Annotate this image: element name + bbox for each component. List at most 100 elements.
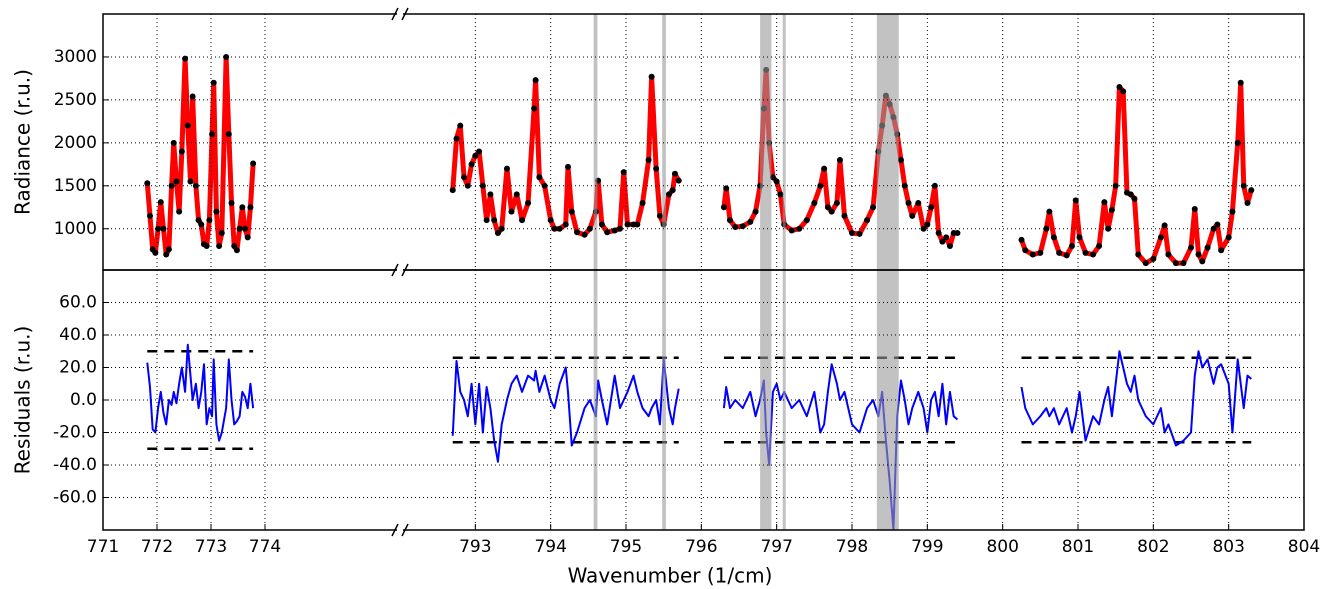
- data-point: [178, 148, 185, 155]
- y2-tick-label: 60.0: [59, 293, 97, 313]
- data-point: [821, 165, 828, 172]
- panel-bottom-data: [146, 343, 1252, 530]
- data-point: [157, 199, 164, 206]
- y-axis-label: Radiance (r.u.): [11, 69, 35, 215]
- data-point: [1029, 251, 1036, 258]
- data-point: [176, 208, 183, 215]
- data-point: [803, 217, 810, 224]
- data-point: [935, 230, 942, 237]
- data-point: [519, 217, 526, 224]
- data-point: [824, 204, 831, 211]
- data-point: [905, 199, 912, 206]
- data-point: [1072, 197, 1079, 204]
- data-point: [203, 242, 210, 249]
- axis-break-gap: [397, 528, 403, 532]
- data-point: [233, 247, 240, 254]
- y2-tick-label: -20.0: [53, 423, 97, 443]
- data-point: [551, 225, 558, 232]
- highlight-span: [876, 14, 899, 530]
- data-point: [1210, 225, 1217, 232]
- data-point: [461, 174, 468, 181]
- data-point: [752, 208, 759, 215]
- data-point: [1131, 195, 1138, 202]
- series-line: [146, 343, 1252, 530]
- data-point: [1157, 234, 1164, 241]
- y-tick-label: 1500: [54, 176, 97, 196]
- data-point: [924, 221, 931, 228]
- data-point: [1018, 236, 1025, 243]
- data-point: [536, 174, 543, 181]
- x-tick-label: 804: [1288, 537, 1320, 557]
- data-point: [562, 221, 569, 228]
- data-point: [498, 225, 505, 232]
- y-tick-label: 3000: [54, 47, 97, 67]
- axis-break: [401, 7, 409, 21]
- data-point: [915, 199, 922, 206]
- data-point: [468, 161, 475, 168]
- data-point: [669, 187, 676, 194]
- data-point: [209, 131, 216, 138]
- data-point: [210, 79, 217, 86]
- axis-break: [391, 263, 399, 277]
- data-point: [250, 160, 257, 167]
- data-point: [777, 191, 784, 198]
- data-point: [483, 217, 490, 224]
- x-tick-label: 795: [610, 537, 642, 557]
- data-point: [931, 182, 938, 189]
- data-point: [639, 199, 646, 206]
- data-point: [624, 221, 631, 228]
- data-point: [218, 230, 225, 237]
- data-point: [165, 246, 172, 253]
- data-point: [841, 212, 848, 219]
- x-tick-label: 803: [1212, 537, 1244, 557]
- data-point: [244, 234, 251, 241]
- y-tick-label: 1000: [54, 219, 97, 239]
- data-point: [216, 242, 223, 249]
- x-axis-label: Wavenumber (1/cm): [568, 564, 773, 588]
- data-point: [1172, 260, 1179, 267]
- data-point: [1214, 221, 1221, 228]
- x-tick-label: 801: [1062, 537, 1094, 557]
- data-point: [1043, 225, 1050, 232]
- data-point: [581, 231, 588, 238]
- data-point: [189, 93, 196, 100]
- data-point: [508, 208, 515, 215]
- data-point: [1101, 199, 1108, 206]
- data-point: [1195, 251, 1202, 258]
- data-point: [1204, 244, 1211, 251]
- data-point: [494, 230, 501, 237]
- data-point: [720, 204, 727, 211]
- x-tick-label: 794: [534, 537, 566, 557]
- data-point: [479, 182, 486, 189]
- data-point: [1135, 251, 1142, 258]
- x-tick-label: 771: [87, 537, 119, 557]
- x-tick-label: 797: [760, 537, 792, 557]
- data-point: [665, 191, 672, 198]
- data-point: [1050, 234, 1057, 241]
- data-point: [184, 122, 191, 129]
- data-point: [897, 157, 904, 164]
- axis-break: [391, 7, 399, 21]
- highlight-span: [782, 14, 786, 530]
- data-point: [146, 212, 153, 219]
- data-point: [1229, 208, 1236, 215]
- data-point: [476, 148, 483, 155]
- data-point: [1237, 79, 1244, 86]
- data-point: [1248, 187, 1255, 194]
- y2-tick-label: -60.0: [53, 488, 97, 508]
- y2-tick-label: 40.0: [59, 325, 97, 345]
- data-point: [939, 238, 946, 245]
- data-point: [195, 217, 202, 224]
- data-point: [541, 182, 548, 189]
- data-point: [1188, 244, 1194, 251]
- data-point: [671, 170, 678, 177]
- axis-break-gap: [397, 268, 403, 272]
- data-point: [1244, 199, 1251, 206]
- data-point: [739, 223, 746, 230]
- data-point: [773, 178, 780, 185]
- data-point: [487, 191, 494, 198]
- data-point: [675, 177, 682, 184]
- series-line: [144, 54, 1254, 266]
- x-tick-label: 798: [836, 537, 868, 557]
- data-point: [634, 221, 641, 228]
